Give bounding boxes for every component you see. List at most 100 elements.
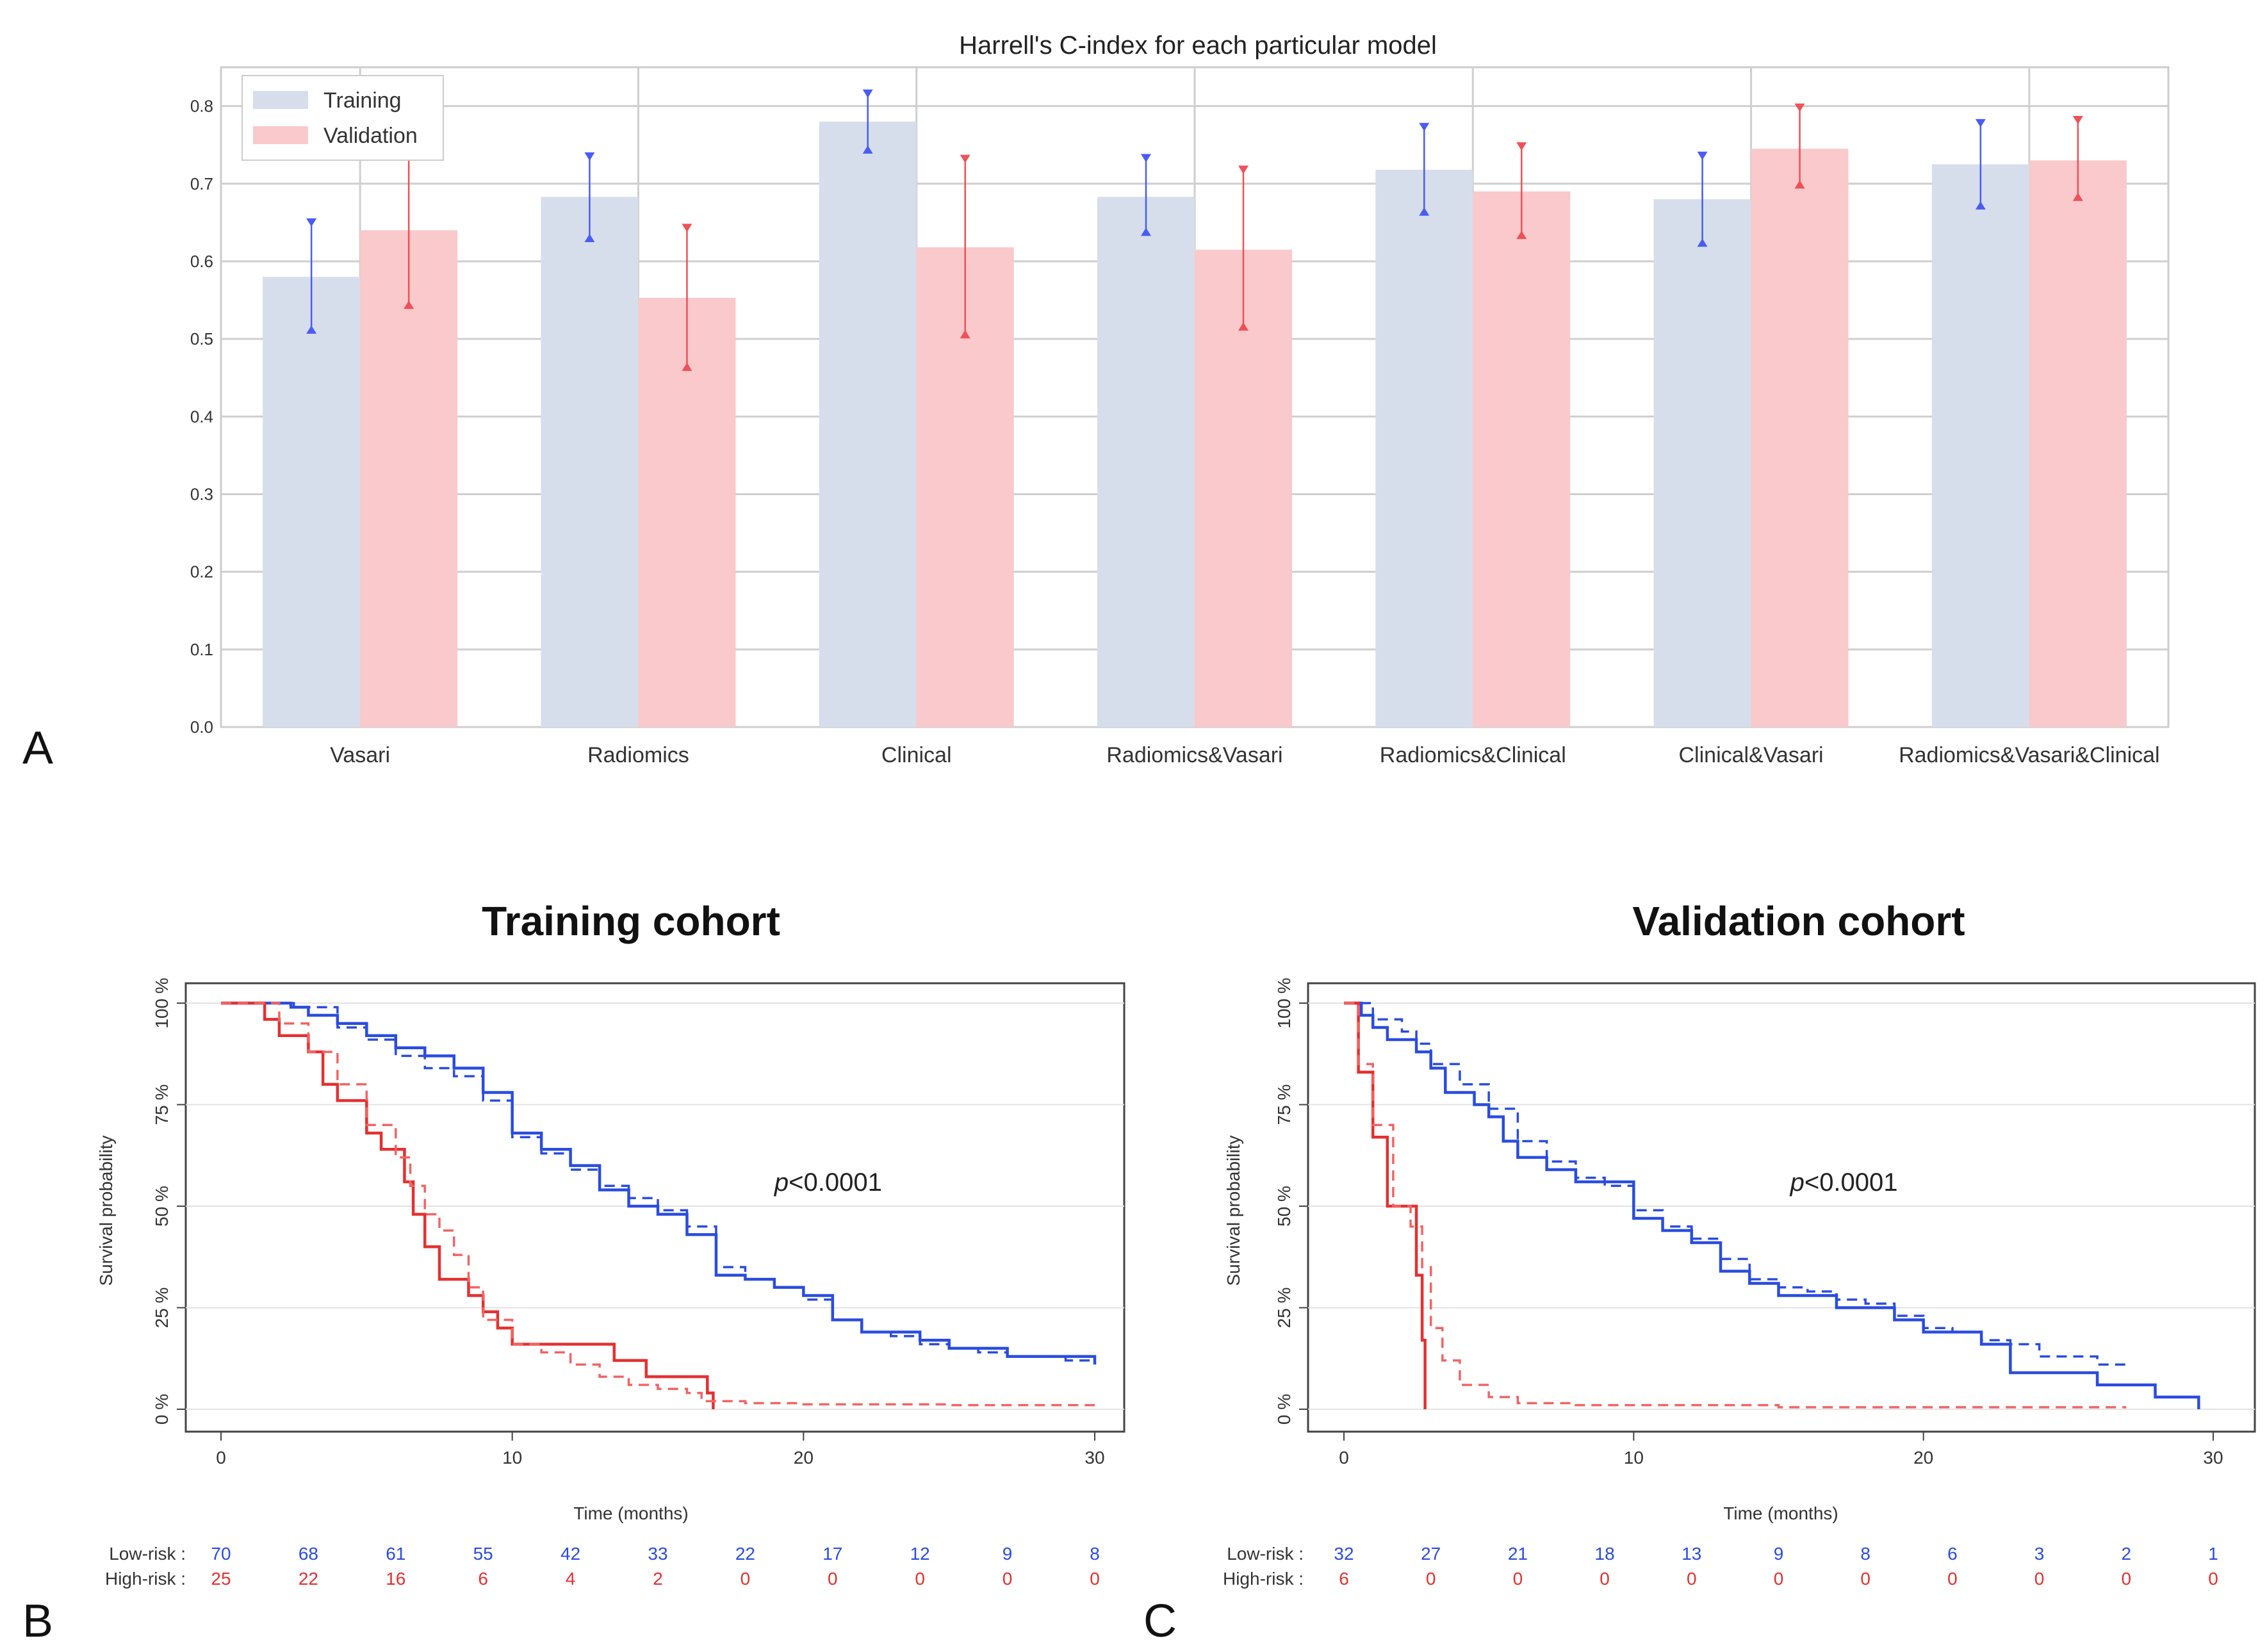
risk-count-low-risk-t9: 18 <box>1595 1544 1615 1564</box>
error-bar-training-radiomics-vasari <box>1141 154 1151 236</box>
y-tick-label-0-1: 0.1 <box>190 640 213 659</box>
risk-count-high-risk-t3: 0 <box>1426 1569 1436 1589</box>
x-tick-label-clinical-vasari: Clinical&Vasari <box>1679 743 1824 767</box>
risk-count-low-risk-t12: 42 <box>561 1544 580 1564</box>
error-bar-upper-cap <box>584 152 595 161</box>
error-bar-lower-cap <box>404 300 414 309</box>
y-tick-label-25: 25 % <box>152 1288 172 1329</box>
bar-training-radiomics-vasari-clinical <box>1931 164 2029 727</box>
validation-cohort-title: Validation cohort <box>1632 898 1965 944</box>
validation-p-value-symbol: p <box>1790 1168 1805 1197</box>
risk-count-high-risk-t12: 4 <box>566 1569 576 1589</box>
error-bar-training-radiomics-vasari-clinical <box>1975 119 1986 210</box>
x-tick-label-30: 30 <box>1084 1448 1104 1468</box>
x-tick-label-radiomics-vasari-clinical: Radiomics&Vasari&Clinical <box>1899 743 2160 767</box>
y-tick-label-0-3: 0.3 <box>190 484 213 503</box>
risk-count-low-risk-t15: 9 <box>1774 1544 1784 1564</box>
y-tick-label-50: 50 % <box>152 1186 172 1227</box>
risk-count-high-risk-t24: 0 <box>915 1569 925 1589</box>
risk-row-label-high-risk: High-risk : <box>1223 1569 1304 1589</box>
validation-gridlines <box>1308 1002 2255 1410</box>
panel-label-b: B <box>22 1596 53 1647</box>
risk-count-low-risk-t18: 8 <box>1860 1544 1870 1564</box>
error-bar-training-clinical <box>862 89 873 154</box>
risk-row-label-high-risk: High-risk : <box>105 1569 186 1589</box>
validation-survival-curves <box>1344 1001 2200 1409</box>
bar-validation-clinical-vasari <box>1751 149 1849 727</box>
x-tick-label-radiomics-clinical: Radiomics&Clinical <box>1380 743 1566 767</box>
error-bar-lower-cap <box>2072 192 2083 201</box>
x-tick-label-20: 20 <box>1913 1448 1933 1468</box>
c-index-bar-chart: 0.0 0.1 0.2 0.3 0.4 0.5 0.6 0.7 0.8 Vasari Radiom… <box>190 31 2170 767</box>
error-bar-lower-cap <box>1794 180 1805 189</box>
training-y-ticks: 0 % 25 % 50 % 75 % 100 % <box>152 977 186 1425</box>
bar-training-clinical <box>819 121 917 727</box>
error-bar-training-vasari <box>306 218 317 334</box>
risk-count-high-risk-t6: 16 <box>386 1569 405 1589</box>
risk-count-low-risk-t24: 3 <box>2034 1544 2045 1564</box>
risk-count-high-risk-t15: 0 <box>1774 1569 1784 1589</box>
risk-count-high-risk-t0: 25 <box>211 1569 231 1589</box>
legend-label-training: Training <box>323 88 402 113</box>
risk-count-low-risk-t6: 21 <box>1508 1544 1528 1564</box>
risk-count-high-risk-t12: 0 <box>1687 1569 1697 1589</box>
x-tick-label-20: 20 <box>794 1448 814 1468</box>
risk-count-high-risk-t30: 0 <box>2208 1569 2218 1589</box>
survival-curve-low-risk-predicted <box>221 1002 1095 1362</box>
error-bar-lower-cap <box>960 330 970 339</box>
legend-label-validation: Validation <box>323 124 418 148</box>
risk-row-label-low-risk: Low-risk : <box>109 1544 186 1564</box>
error-bar-validation-clinical-vasari <box>1794 103 1805 189</box>
bar-training-clinical-vasari <box>1653 199 1751 727</box>
error-bar-validation-radiomics <box>682 224 692 372</box>
risk-count-low-risk-t12: 13 <box>1682 1544 1701 1564</box>
validation-y-axis-label: Survival probability <box>1224 1136 1243 1286</box>
error-bar-validation-radiomics-clinical <box>1516 142 1527 240</box>
risk-count-low-risk-t27: 9 <box>1003 1544 1013 1564</box>
bar-chart-title: Harrell's C-index for each particular mo… <box>959 31 1437 60</box>
error-bar-upper-cap <box>2072 115 2083 124</box>
validation-p-value: p<0.0001 <box>1790 1168 1898 1197</box>
y-tick-label-0-2: 0.2 <box>190 562 213 582</box>
training-p-value: p<0.0001 <box>774 1168 882 1197</box>
error-bar-upper-cap <box>1697 151 1708 160</box>
training-x-ticks: 0 10 20 30 <box>216 1432 1105 1468</box>
bar-chart-x-ticks: Vasari Radiomics Clinical Radiomics&Vasari R… <box>330 743 2159 767</box>
bar-validation-radiomics-clinical <box>1473 191 1571 728</box>
validation-cohort-km-chart: Validation cohort 0 % 25 % 50 % 75 % 100 % 0… <box>1223 898 2256 1589</box>
panel-label-a: A <box>22 723 53 774</box>
risk-count-low-risk-t18: 22 <box>735 1544 755 1564</box>
error-bar-upper-cap <box>682 224 692 233</box>
x-tick-label-0: 0 <box>216 1448 226 1468</box>
y-tick-label-100: 100 % <box>1274 977 1294 1028</box>
bar-training-radiomics-clinical <box>1375 169 1473 727</box>
risk-count-low-risk-t21: 6 <box>1947 1544 1958 1564</box>
x-tick-label-radiomics: Radiomics <box>587 743 689 767</box>
y-tick-label-0-6: 0.6 <box>190 252 213 271</box>
error-bar-upper-cap <box>1794 103 1805 112</box>
risk-count-high-risk-t15: 2 <box>653 1569 663 1589</box>
validation-p-value-text: <0.0001 <box>1805 1168 1898 1197</box>
error-bar-upper-cap <box>1419 122 1430 131</box>
risk-count-high-risk-t0: 6 <box>1339 1569 1349 1589</box>
y-tick-label-0-0: 0.0 <box>190 717 213 737</box>
risk-count-low-risk-t0: 70 <box>211 1544 231 1564</box>
error-bar-upper-cap <box>1975 119 1986 127</box>
risk-count-low-risk-t3: 68 <box>299 1544 318 1564</box>
error-bar-upper-cap <box>960 154 970 163</box>
training-survival-curves <box>221 1001 1097 1409</box>
risk-count-low-risk-t24: 12 <box>910 1544 930 1564</box>
risk-count-low-risk-t27: 2 <box>2122 1544 2132 1564</box>
risk-count-high-risk-t21: 0 <box>828 1569 838 1589</box>
risk-count-high-risk-t24: 0 <box>2034 1569 2045 1589</box>
legend-swatch-validation <box>253 126 308 144</box>
training-p-value-symbol: p <box>774 1168 789 1197</box>
error-bar-upper-cap <box>306 218 317 227</box>
risk-count-low-risk-t30: 1 <box>2208 1544 2218 1564</box>
x-tick-label-clinical: Clinical <box>881 743 952 767</box>
risk-row-label-low-risk: Low-risk : <box>1227 1544 1304 1564</box>
error-bar-validation-clinical <box>960 154 970 339</box>
risk-count-high-risk-t30: 0 <box>1090 1569 1100 1589</box>
